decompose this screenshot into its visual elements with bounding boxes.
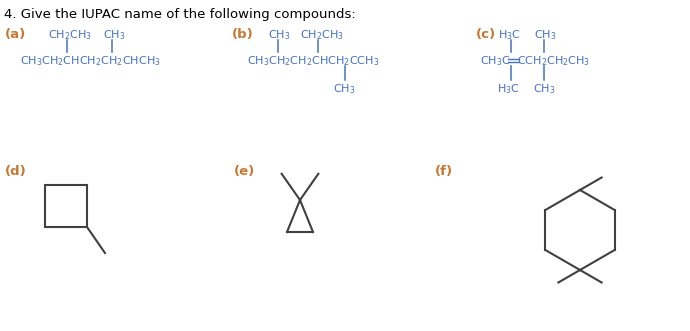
Text: $\mathregular{CH_3}$: $\mathregular{CH_3}$ xyxy=(534,28,557,42)
Text: $\mathregular{CH_3}$: $\mathregular{CH_3}$ xyxy=(533,82,555,96)
Text: $\mathregular{H_3C}$: $\mathregular{H_3C}$ xyxy=(497,82,520,96)
Text: (c): (c) xyxy=(476,28,496,41)
Text: $\mathregular{CCH_2CH_2CH_3}$: $\mathregular{CCH_2CH_2CH_3}$ xyxy=(517,54,590,68)
Text: $\mathregular{CH_2CH_3}$: $\mathregular{CH_2CH_3}$ xyxy=(48,28,92,42)
Bar xyxy=(45,185,87,227)
Text: $\mathregular{CH_2CH_3}$: $\mathregular{CH_2CH_3}$ xyxy=(300,28,344,42)
Text: $\mathregular{H_3C}$: $\mathregular{H_3C}$ xyxy=(498,28,521,42)
Text: $\mathregular{CH_3C}$: $\mathregular{CH_3C}$ xyxy=(480,54,511,68)
Text: (d): (d) xyxy=(5,165,27,178)
Text: $\mathregular{CH_3CH_2CH_2CHCH_2CCH_3}$: $\mathregular{CH_3CH_2CH_2CHCH_2CCH_3}$ xyxy=(247,54,380,68)
Text: (e): (e) xyxy=(234,165,255,178)
Text: 4. Give the IUPAC name of the following compounds:: 4. Give the IUPAC name of the following … xyxy=(4,8,356,21)
Text: $\mathregular{CH_3}$: $\mathregular{CH_3}$ xyxy=(333,82,355,96)
Text: $\mathregular{CH_3}$: $\mathregular{CH_3}$ xyxy=(103,28,126,42)
Text: $\mathregular{CH_3CH_2CHCH_2CH_2CHCH_3}$: $\mathregular{CH_3CH_2CHCH_2CH_2CHCH_3}$ xyxy=(20,54,161,68)
Text: $\mathregular{CH_3}$: $\mathregular{CH_3}$ xyxy=(268,28,290,42)
Text: (f): (f) xyxy=(435,165,453,178)
Text: (a): (a) xyxy=(5,28,26,41)
Text: (b): (b) xyxy=(232,28,254,41)
